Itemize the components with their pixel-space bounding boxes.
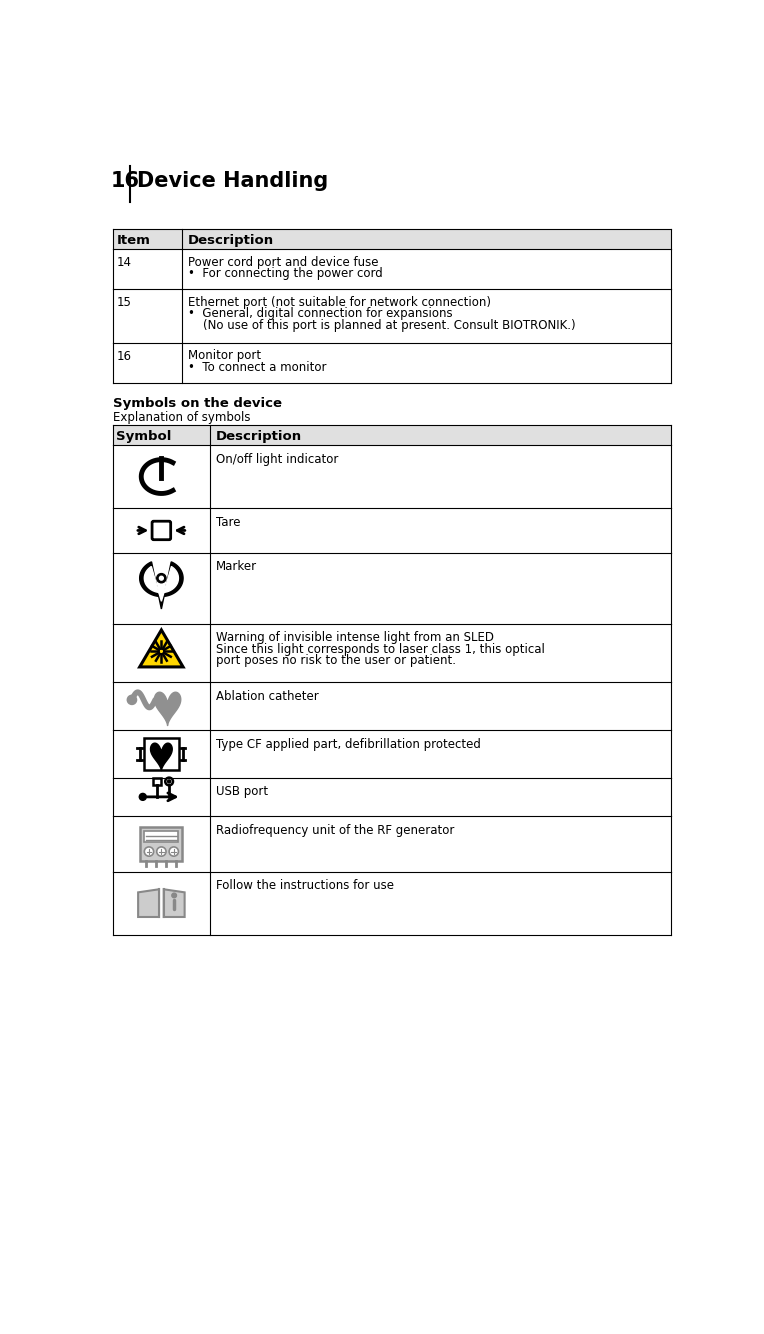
Circle shape — [160, 576, 163, 580]
Text: Ablation catheter: Ablation catheter — [215, 690, 319, 703]
Circle shape — [139, 794, 146, 800]
Circle shape — [169, 847, 179, 856]
Text: •  For connecting the power cord: • For connecting the power cord — [188, 267, 383, 280]
Polygon shape — [138, 890, 159, 916]
Text: Tare: Tare — [215, 516, 240, 528]
Circle shape — [128, 695, 137, 704]
Bar — [144, 738, 180, 770]
Polygon shape — [163, 890, 185, 916]
Circle shape — [157, 574, 166, 583]
Text: port poses no risk to the user or patient.: port poses no risk to the user or patien… — [215, 655, 455, 667]
Text: •  To connect a monitor: • To connect a monitor — [188, 362, 326, 374]
Text: Item: Item — [116, 233, 151, 247]
Circle shape — [160, 650, 163, 652]
Text: Description: Description — [188, 233, 274, 247]
Text: Follow the instructions for use: Follow the instructions for use — [215, 879, 393, 892]
Text: On/off light indicator: On/off light indicator — [215, 452, 338, 466]
Text: •  General, digital connection for expansions: • General, digital connection for expans… — [188, 307, 452, 320]
Bar — [112, 229, 671, 249]
Text: Monitor port: Monitor port — [188, 350, 261, 363]
Text: 16: 16 — [111, 171, 140, 191]
Text: Symbol: Symbol — [116, 430, 172, 443]
Polygon shape — [151, 743, 172, 771]
Text: 14: 14 — [116, 256, 131, 268]
Bar — [144, 831, 179, 842]
Circle shape — [172, 894, 176, 898]
Circle shape — [144, 847, 154, 856]
Bar — [153, 779, 160, 786]
Circle shape — [158, 648, 164, 655]
Text: Power cord port and device fuse: Power cord port and device fuse — [188, 256, 378, 268]
Text: (No use of this port is planned at present. Consult BIOTRONIK.): (No use of this port is planned at prese… — [188, 319, 575, 332]
Text: Description: Description — [215, 430, 302, 443]
Circle shape — [167, 780, 170, 783]
Circle shape — [157, 847, 166, 856]
Polygon shape — [140, 630, 183, 667]
Text: Radiofrequency unit of the RF generator: Radiofrequency unit of the RF generator — [215, 824, 454, 836]
Text: 15: 15 — [116, 296, 131, 308]
Text: Since this light corresponds to laser class 1, this optical: Since this light corresponds to laser cl… — [215, 643, 545, 656]
Text: 16: 16 — [116, 350, 131, 363]
Text: USB port: USB port — [215, 786, 267, 798]
Bar — [112, 426, 671, 446]
Text: Symbols on the device: Symbols on the device — [112, 398, 282, 411]
Polygon shape — [144, 567, 179, 602]
Text: Explanation of symbols: Explanation of symbols — [112, 411, 250, 424]
Text: Device Handling: Device Handling — [138, 171, 329, 191]
Polygon shape — [140, 562, 183, 610]
Text: Type CF applied part, defibrillation protected: Type CF applied part, defibrillation pro… — [215, 738, 481, 751]
Text: Warning of invisible intense light from an SLED: Warning of invisible intense light from … — [215, 631, 494, 644]
Bar — [141, 827, 183, 860]
Text: Ethernet port (not suitable for network connection): Ethernet port (not suitable for network … — [188, 296, 490, 308]
Polygon shape — [154, 692, 181, 726]
Text: Marker: Marker — [215, 560, 257, 574]
